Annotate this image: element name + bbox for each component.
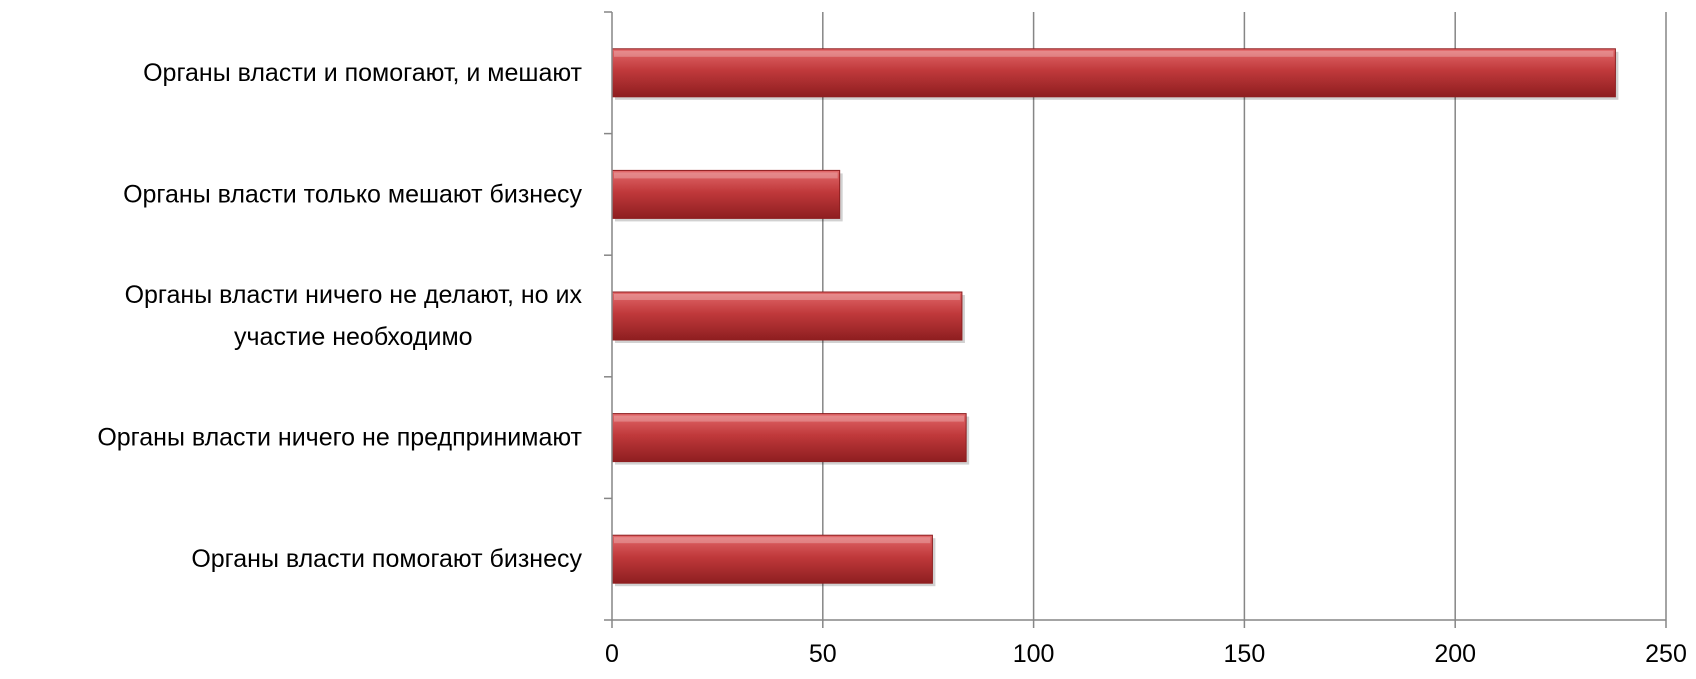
bar-gloss xyxy=(614,50,1614,57)
x-tick-label: 100 xyxy=(1013,640,1055,668)
gridlines xyxy=(822,12,1667,620)
category-label: Органы власти помогают бизнесу xyxy=(191,545,582,573)
bar xyxy=(611,534,933,584)
x-tick-label: 250 xyxy=(1645,640,1687,668)
bar-group xyxy=(611,534,936,587)
x-tick-labels: 0 50 100 150 200 250 xyxy=(605,640,1687,668)
category-label-line: Органы власти ничего не делают, но их xyxy=(125,281,583,309)
bar xyxy=(611,169,841,219)
category-label: Органы власти ничего не делают, но их уча… xyxy=(125,281,583,351)
bar-gloss xyxy=(614,415,965,422)
x-tick-label: 150 xyxy=(1224,640,1266,668)
bar-gloss xyxy=(614,537,931,544)
category-label: Органы власти только мешают бизнесу xyxy=(123,180,582,208)
bar-group xyxy=(611,48,1619,100)
bar-group xyxy=(611,413,970,465)
axes xyxy=(604,11,1667,628)
bar xyxy=(611,291,963,341)
bar-gloss xyxy=(614,294,960,300)
bar-group xyxy=(611,169,843,222)
category-label: Органы власти ничего не предпринимают xyxy=(97,424,582,452)
x-tick-label: 50 xyxy=(809,640,837,668)
category-labels: Органы власти и помогают, и мешают Органы… xyxy=(97,59,582,573)
bars xyxy=(611,48,1619,587)
bar-gloss xyxy=(614,172,838,179)
category-label-line: участие необходимо xyxy=(234,323,473,351)
bar-group xyxy=(611,291,965,343)
x-tick-label: 0 xyxy=(605,640,619,668)
x-tick-label: 200 xyxy=(1434,640,1476,668)
category-label: Органы власти и помогают, и мешают xyxy=(143,59,582,87)
bar xyxy=(611,413,967,463)
